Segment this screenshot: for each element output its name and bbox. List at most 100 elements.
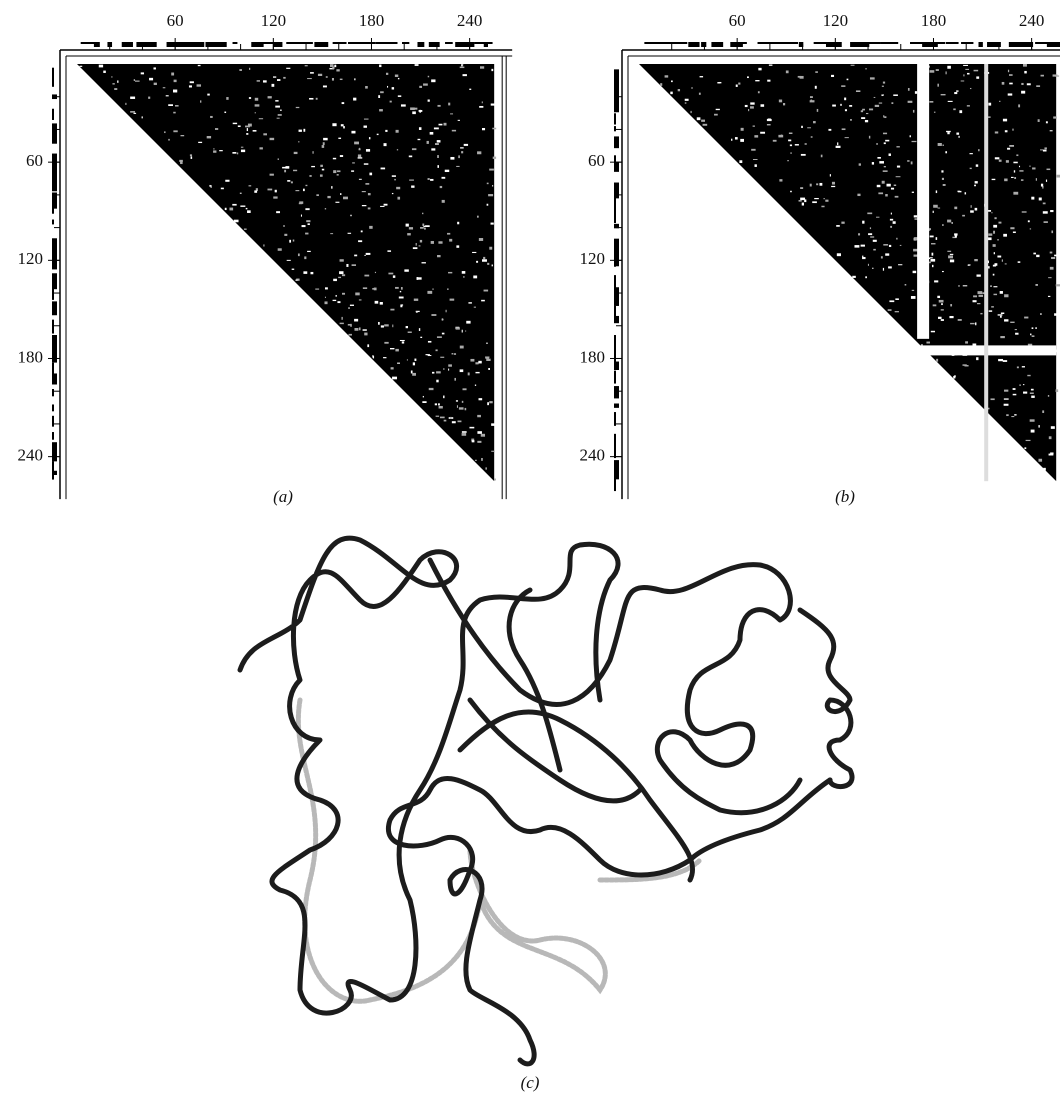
speckle (171, 73, 174, 76)
speckle (198, 65, 201, 66)
speckle (481, 434, 485, 437)
speckle (1016, 154, 1018, 156)
speckle (289, 240, 291, 243)
speckle (974, 70, 979, 72)
speckle (949, 316, 953, 318)
speckle (399, 297, 404, 299)
speckle (491, 103, 495, 105)
structure-bar (52, 347, 57, 362)
speckle (207, 136, 211, 138)
speckle (995, 157, 1000, 159)
speckle (1010, 227, 1014, 229)
band (920, 345, 1056, 355)
speckle (1040, 149, 1043, 150)
speckle (950, 260, 954, 263)
speckle (259, 147, 262, 149)
x-tick-label: 240 (1019, 11, 1045, 30)
structure-bar (217, 42, 227, 47)
speckle (753, 125, 755, 126)
speckle (464, 144, 468, 146)
structure-bar (81, 42, 95, 44)
speckle (883, 115, 884, 117)
speckle (396, 187, 400, 189)
speckle (428, 76, 429, 77)
speckle (854, 245, 859, 248)
speckle (685, 102, 687, 103)
structure-bar (52, 442, 57, 461)
speckle (325, 297, 326, 298)
speckle (401, 104, 406, 106)
speckle (479, 398, 483, 400)
speckle (407, 359, 408, 360)
speckle (758, 68, 761, 70)
speckle (942, 178, 944, 180)
speckle (993, 274, 995, 276)
speckle (1006, 160, 1009, 163)
speckle (869, 108, 873, 110)
speckle (340, 259, 344, 261)
speckle (942, 271, 944, 272)
speckle (442, 319, 443, 320)
speckle (207, 94, 209, 96)
speckle (488, 194, 493, 196)
speckle (990, 398, 994, 400)
speckle (381, 325, 384, 327)
speckle (492, 185, 493, 186)
structure-bar (122, 42, 133, 47)
speckle (1004, 390, 1008, 392)
speckle (868, 264, 869, 266)
speckle (233, 123, 237, 124)
speckle (678, 89, 680, 91)
speckle (804, 199, 806, 202)
speckle (275, 190, 277, 193)
speckle (494, 479, 496, 481)
speckle (361, 230, 363, 232)
speckle (1040, 313, 1041, 315)
speckle (384, 324, 389, 326)
speckle (1004, 404, 1009, 406)
speckle (392, 193, 393, 194)
speckle (993, 231, 995, 234)
speckle (254, 190, 257, 192)
structure-bar (233, 42, 238, 44)
speckle (857, 194, 860, 196)
speckle (427, 291, 432, 294)
speckle (912, 141, 917, 142)
speckle (953, 376, 955, 379)
speckle (934, 112, 935, 113)
structure-bar (314, 42, 328, 47)
speckle (476, 261, 478, 263)
speckle (292, 269, 295, 270)
speckle (958, 136, 959, 138)
y-tick-label: 240 (18, 446, 44, 465)
speckle (322, 145, 325, 148)
speckle (933, 304, 937, 306)
speckle (844, 98, 846, 101)
speckle (283, 77, 285, 79)
speckle (990, 285, 992, 287)
speckle (889, 300, 894, 302)
speckle (885, 194, 887, 196)
speckle (342, 274, 345, 276)
speckle (395, 179, 396, 180)
speckle (1050, 210, 1053, 212)
speckle (354, 78, 355, 80)
speckle (428, 341, 431, 343)
speckle (872, 162, 874, 165)
speckle (876, 217, 879, 218)
structure-bar (52, 220, 54, 225)
speckle (293, 170, 297, 171)
speckle (1030, 334, 1031, 336)
speckle (816, 183, 818, 185)
speckle (933, 205, 938, 208)
speckle (307, 251, 311, 252)
speckle (699, 93, 701, 95)
panel-label: (a) (273, 487, 293, 506)
speckle (861, 117, 865, 119)
speckle (477, 216, 479, 218)
speckle (1048, 296, 1050, 297)
speckle (443, 368, 444, 370)
speckle (947, 132, 949, 134)
speckle (1008, 70, 1009, 72)
